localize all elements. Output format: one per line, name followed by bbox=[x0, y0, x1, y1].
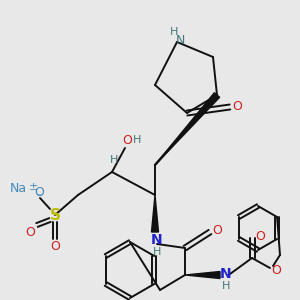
Text: ⁻: ⁻ bbox=[36, 192, 42, 202]
Polygon shape bbox=[155, 93, 220, 165]
Text: O: O bbox=[122, 134, 132, 146]
Polygon shape bbox=[152, 195, 158, 232]
Text: H: H bbox=[153, 247, 161, 257]
Text: N: N bbox=[151, 233, 163, 247]
Text: O: O bbox=[50, 241, 60, 254]
Text: H: H bbox=[222, 281, 230, 291]
Text: O: O bbox=[255, 230, 265, 242]
Text: H: H bbox=[170, 27, 178, 37]
Polygon shape bbox=[185, 272, 220, 278]
Text: S: S bbox=[50, 208, 61, 223]
Text: Na: Na bbox=[9, 182, 27, 194]
Text: H: H bbox=[110, 155, 118, 165]
Text: O: O bbox=[271, 263, 281, 277]
Text: O: O bbox=[25, 226, 35, 238]
Text: ±: ± bbox=[28, 182, 38, 192]
Text: O: O bbox=[212, 224, 222, 236]
Text: O: O bbox=[232, 100, 242, 113]
Text: H: H bbox=[133, 135, 141, 145]
Text: O: O bbox=[34, 187, 44, 200]
Text: N: N bbox=[175, 34, 185, 47]
Text: N: N bbox=[220, 267, 232, 281]
